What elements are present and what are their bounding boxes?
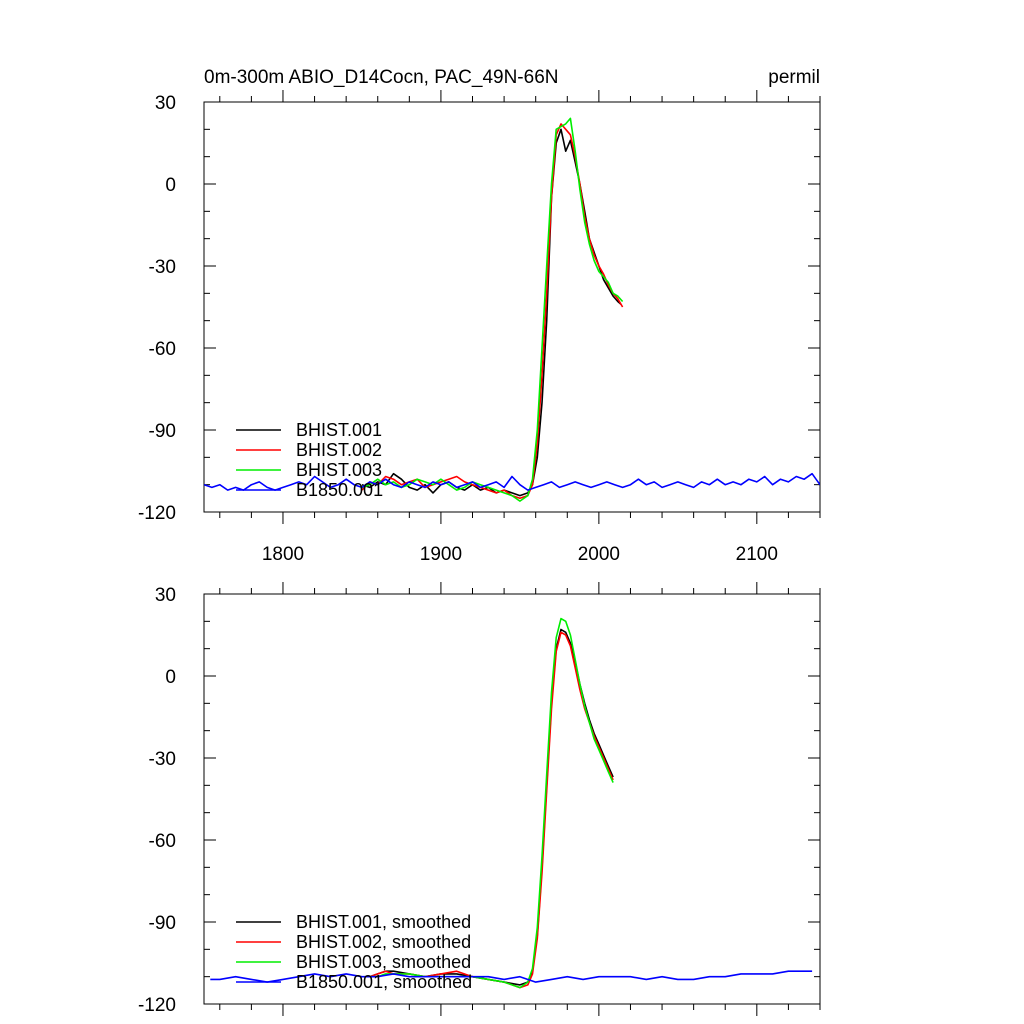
legend-label: B1850.001, smoothed — [296, 972, 472, 992]
y-tick-label: 0 — [165, 175, 176, 196]
legend-label: BHIST.001, smoothed — [296, 912, 471, 932]
y-tick-label: 30 — [155, 93, 176, 114]
legend-label: BHIST.002 — [296, 440, 382, 460]
y-tick-label: -120 — [138, 995, 176, 1016]
legend-label: BHIST.003 — [296, 460, 382, 480]
plot-frame — [203, 593, 821, 1005]
chart-title: 0m-300m ABIO_D14Cocn, PAC_49N-66N — [204, 67, 558, 88]
y-tick-label: -90 — [149, 913, 176, 934]
y-tick-label: -30 — [149, 257, 176, 278]
series-line-3 — [210, 970, 813, 983]
y-tick-label: 30 — [155, 585, 176, 606]
plot-frame — [203, 101, 821, 513]
y-tick-label: -60 — [149, 339, 176, 360]
units-label: permil — [768, 67, 820, 88]
x-tick-label: 1900 — [420, 544, 462, 565]
y-tick-label: -90 — [149, 421, 176, 442]
x-tick-label: 2000 — [578, 544, 620, 565]
series-line-0 — [361, 128, 622, 497]
legend-label: BHIST.002, smoothed — [296, 932, 471, 952]
x-tick-label: 2100 — [736, 544, 778, 565]
y-tick-label: -30 — [149, 749, 176, 770]
series-line-3 — [204, 472, 820, 491]
legend-label: BHIST.003, smoothed — [296, 952, 471, 972]
y-tick-label: -60 — [149, 831, 176, 852]
y-tick-label: 0 — [165, 667, 176, 688]
legend-label: BHIST.001 — [296, 420, 382, 440]
legend-label: B1850.001 — [296, 480, 383, 500]
y-tick-label: -120 — [138, 503, 176, 524]
x-tick-label: 1800 — [262, 544, 304, 565]
series-line-1 — [361, 123, 624, 500]
series-line-2 — [361, 117, 624, 502]
panel-top: 30 0 -30 -60 -90 -120 1800 1900 2000 2100 BHIST.00… — [138, 90, 821, 565]
